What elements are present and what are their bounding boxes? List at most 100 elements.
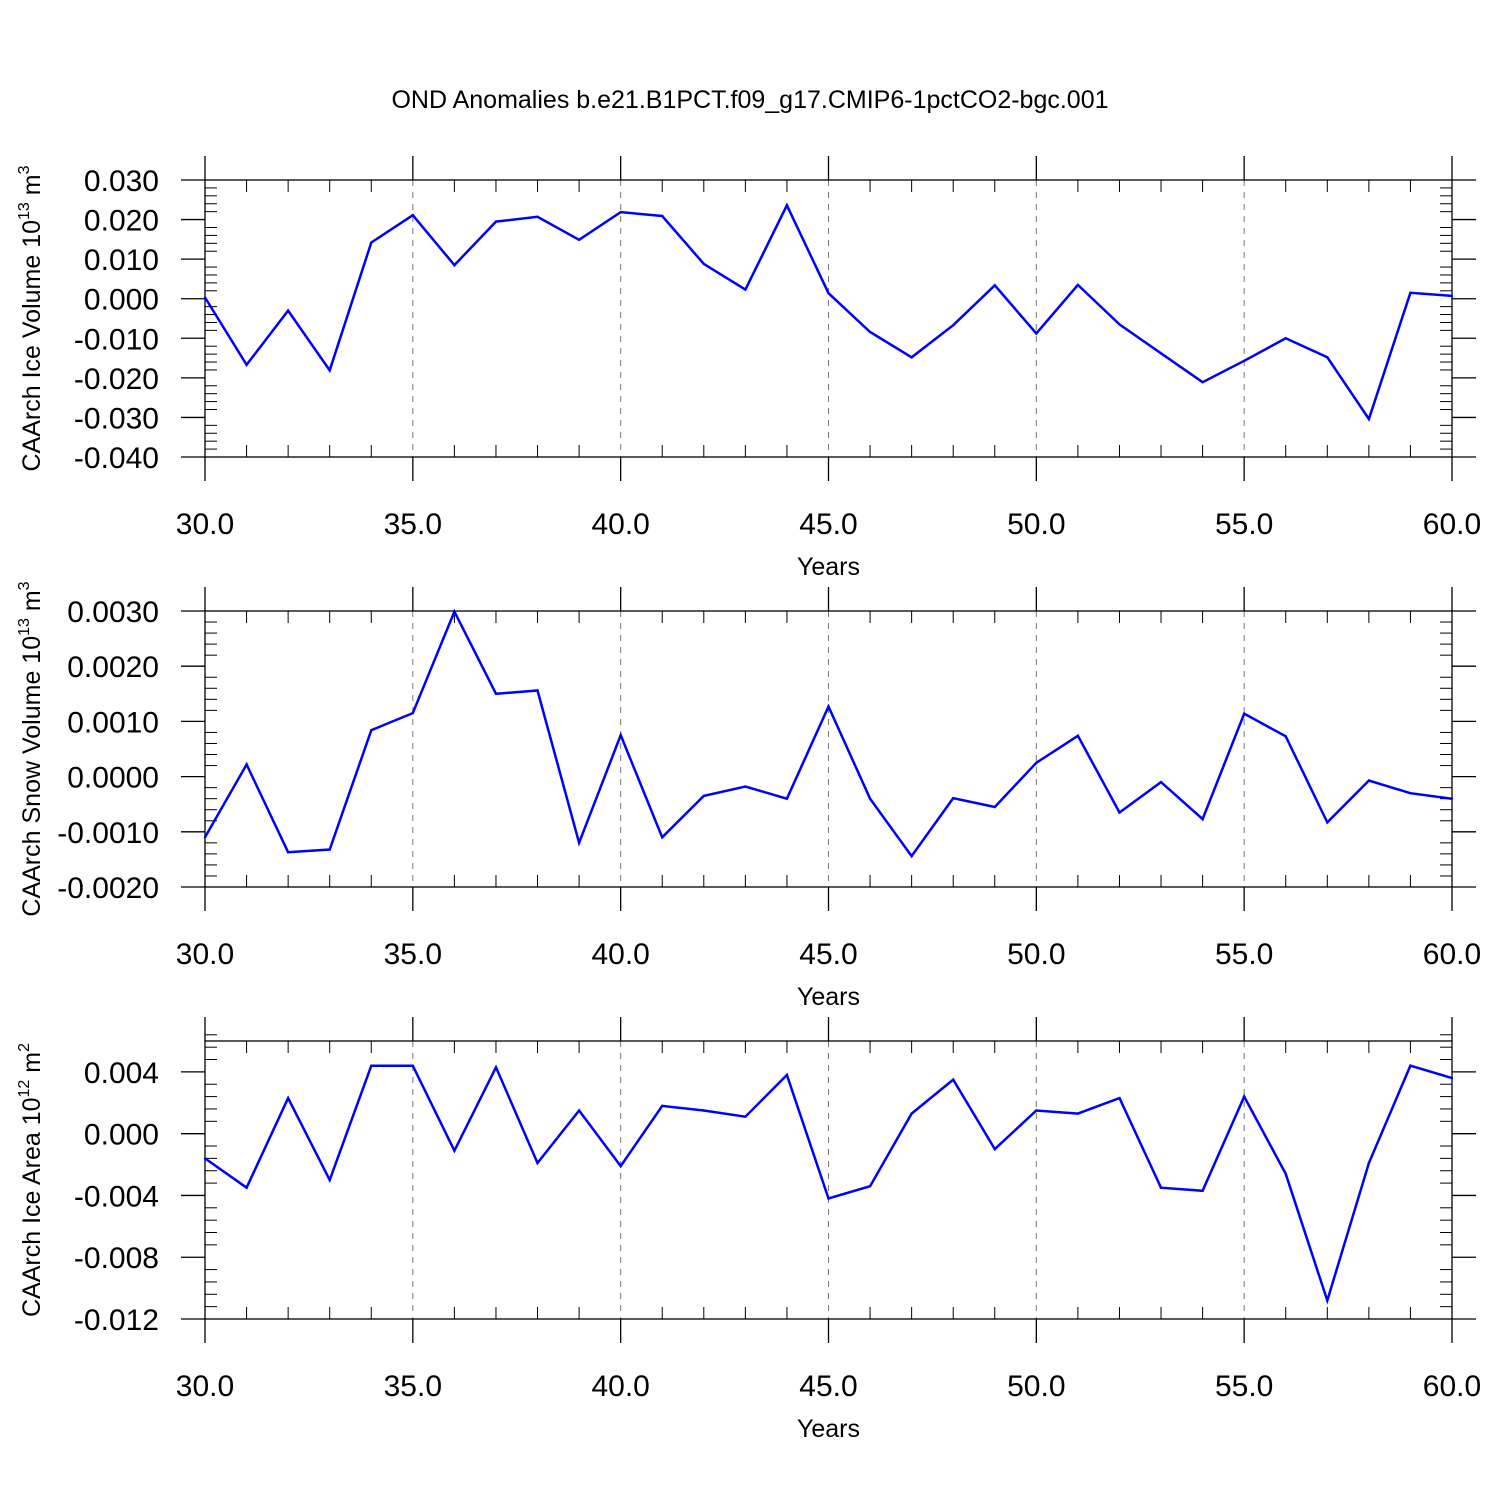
data-point	[1242, 712, 1246, 715]
data-point	[411, 711, 415, 715]
x-tick-label: 60.0	[1423, 1370, 1481, 1403]
y-axis-label-unit: m	[18, 174, 46, 202]
x-tick-label: 30.0	[176, 508, 234, 541]
data-point	[868, 330, 872, 334]
data-point	[1118, 323, 1121, 326]
data-point	[1326, 821, 1329, 824]
y-axis-label-text: CAArch Ice Area 10	[18, 1097, 46, 1317]
x-tick-label: 40.0	[591, 508, 649, 541]
data-point	[1118, 1096, 1121, 1100]
data-point	[1035, 332, 1038, 335]
data-point	[328, 848, 331, 851]
x-tick-label: 35.0	[384, 508, 442, 541]
data-point	[411, 1064, 415, 1067]
panel-ice-volume: 30.0 35.0 40.0 45.0 50.0 55.0 60.0 Years 0.030 0.…	[16, 156, 1481, 581]
y-axis-label-text: CAArch Snow Volume 10	[18, 636, 46, 917]
y-tick-label: -0.004	[74, 1180, 159, 1213]
data-point	[619, 210, 622, 214]
x-tick-label: 45.0	[799, 938, 857, 971]
data-point	[661, 836, 664, 839]
data-point	[785, 204, 789, 207]
y-axis-label: CAArch Snow Volume 1013 m3	[16, 581, 46, 916]
data-point	[1367, 417, 1371, 421]
data-point	[993, 805, 996, 809]
data-point	[494, 1066, 498, 1069]
data-point	[868, 797, 872, 800]
data-point	[286, 851, 290, 854]
y-axis-label-unit-exponent: 2	[16, 1043, 33, 1052]
data-point	[952, 796, 955, 800]
data-point	[1035, 761, 1038, 764]
data-point	[1450, 1076, 1454, 1080]
data-point	[577, 1109, 581, 1112]
x-tick-label: 45.0	[799, 1370, 857, 1403]
data-point	[370, 729, 373, 732]
x-tick-label: 40.0	[591, 938, 649, 971]
data-point	[328, 1178, 331, 1182]
y-axis-label-unit-exponent: 3	[16, 581, 33, 590]
x-tick-label: 55.0	[1215, 1370, 1273, 1403]
data-point	[453, 610, 456, 613]
data-point	[785, 797, 789, 800]
figure-title: OND Anomalies b.e21.B1PCT.f09_g17.CMIP6-…	[391, 86, 1108, 114]
y-tick-label: 0.0010	[67, 706, 159, 739]
data-point	[1076, 1112, 1080, 1115]
data-point	[245, 763, 248, 766]
y-axis-label-text: CAArch Ice Volume 10	[18, 220, 46, 472]
data-point	[203, 1157, 207, 1160]
x-tick-label: 60.0	[1423, 938, 1481, 971]
data-point	[536, 689, 539, 692]
x-tick-label: 55.0	[1215, 938, 1273, 971]
data-point	[661, 214, 664, 218]
y-tick-label: 0.020	[84, 205, 159, 238]
x-tick-label: 60.0	[1423, 508, 1481, 541]
data-point	[785, 1073, 789, 1077]
data-point	[577, 238, 581, 241]
x-tick-label: 45.0	[799, 508, 857, 541]
x-axis-label: Years	[797, 553, 860, 581]
data-point	[453, 263, 456, 267]
x-tick-label: 30.0	[176, 938, 234, 971]
y-tick-label: -0.0020	[57, 872, 159, 905]
y-tick-label: -0.0010	[57, 817, 159, 850]
x-tick-label: 50.0	[1007, 508, 1065, 541]
y-axis-label: CAArch Ice Area 1012 m2	[16, 1043, 46, 1317]
y-tick-label: -0.010	[74, 323, 159, 356]
y-tick-label: 0.030	[84, 165, 159, 198]
data-point	[910, 356, 913, 359]
data-point	[702, 794, 705, 798]
data-point	[1076, 734, 1080, 737]
data-point	[827, 705, 830, 708]
data-point	[245, 363, 248, 366]
data-point	[1326, 356, 1329, 359]
data-point	[744, 785, 747, 788]
data-point	[203, 836, 207, 839]
data-point	[1450, 294, 1454, 298]
y-tick-label: 0.004	[84, 1057, 159, 1090]
data-point	[453, 1149, 456, 1152]
x-axis-label: Years	[797, 983, 860, 1011]
data-point	[1201, 817, 1204, 821]
data-point	[952, 1078, 955, 1081]
data-point	[619, 1164, 622, 1168]
data-point	[827, 1197, 830, 1200]
y-tick-label: 0.000	[84, 284, 159, 317]
data-point	[1159, 352, 1163, 355]
series-line	[204, 1064, 1453, 1305]
data-point	[910, 1112, 913, 1115]
data-point	[494, 692, 498, 695]
data-point	[494, 220, 498, 223]
data-point	[619, 734, 622, 737]
data-point	[1076, 283, 1080, 287]
x-tick-label: 30.0	[176, 1370, 234, 1403]
y-tick-label: -0.012	[74, 1304, 159, 1337]
y-axis-label-unit: m	[18, 1052, 46, 1080]
data-point	[286, 309, 290, 312]
y-tick-label: -0.030	[74, 402, 159, 435]
data-point	[536, 1161, 539, 1165]
data-point	[868, 1184, 872, 1188]
y-tick-label: 0.0000	[67, 762, 159, 795]
data-point	[1201, 381, 1204, 384]
data-point	[411, 214, 415, 217]
